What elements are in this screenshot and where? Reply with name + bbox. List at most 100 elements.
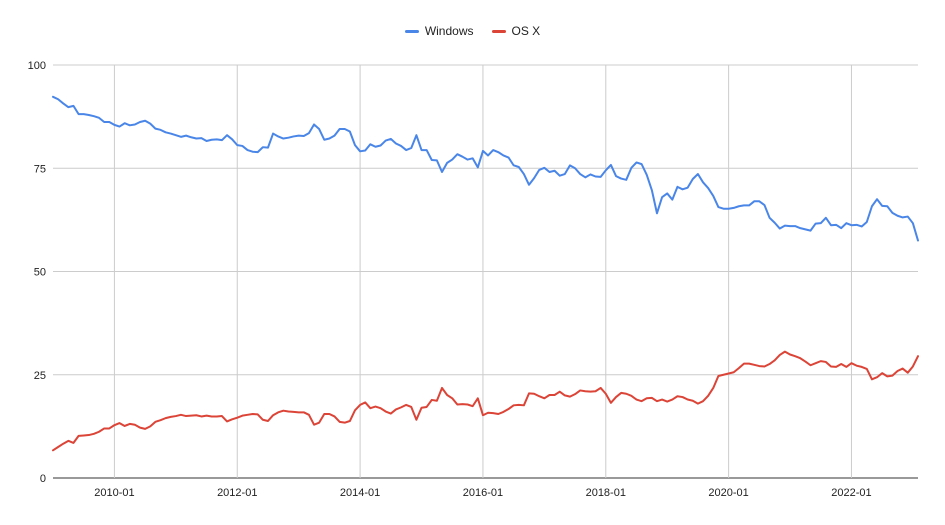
data-point[interactable] <box>481 413 485 417</box>
data-point[interactable] <box>737 204 741 208</box>
data-point[interactable] <box>747 203 751 207</box>
data-point[interactable] <box>491 411 495 415</box>
data-point[interactable] <box>752 199 756 203</box>
data-point[interactable] <box>317 127 321 131</box>
data-point[interactable] <box>435 399 439 403</box>
data-point[interactable] <box>66 439 70 443</box>
data-point[interactable] <box>588 172 592 176</box>
data-point[interactable] <box>501 410 505 414</box>
data-point[interactable] <box>199 136 203 140</box>
data-point[interactable] <box>859 224 863 228</box>
data-point[interactable] <box>665 191 669 195</box>
data-point[interactable] <box>460 154 464 158</box>
data-point[interactable] <box>885 204 889 208</box>
data-point[interactable] <box>71 104 75 108</box>
data-point[interactable] <box>414 133 418 137</box>
data-point[interactable] <box>158 418 162 422</box>
data-point[interactable] <box>476 165 480 169</box>
data-point[interactable] <box>645 396 649 400</box>
data-point[interactable] <box>112 423 116 427</box>
data-point[interactable] <box>343 127 347 131</box>
data-point[interactable] <box>471 404 475 408</box>
data-point[interactable] <box>624 392 628 396</box>
data-point[interactable] <box>819 359 823 363</box>
data-point[interactable] <box>619 391 623 395</box>
data-point[interactable] <box>660 397 664 401</box>
data-point[interactable] <box>680 187 684 191</box>
data-point[interactable] <box>419 148 423 152</box>
data-point[interactable] <box>476 396 480 400</box>
data-point[interactable] <box>291 410 295 414</box>
data-point[interactable] <box>235 143 239 147</box>
data-point[interactable] <box>76 112 80 116</box>
data-point[interactable] <box>609 163 613 167</box>
data-point[interactable] <box>322 412 326 416</box>
data-point[interactable] <box>527 183 531 187</box>
legend-item-windows[interactable]: Windows <box>404 24 474 38</box>
data-point[interactable] <box>312 423 316 427</box>
data-point[interactable] <box>348 129 352 133</box>
data-point[interactable] <box>307 131 311 135</box>
data-point[interactable] <box>573 166 577 170</box>
data-point[interactable] <box>373 145 377 149</box>
data-point[interactable] <box>327 412 331 416</box>
data-point[interactable] <box>793 224 797 228</box>
data-point[interactable] <box>261 145 265 149</box>
data-point[interactable] <box>327 136 331 140</box>
data-point[interactable] <box>158 128 162 132</box>
data-point[interactable] <box>430 158 434 162</box>
data-point[interactable] <box>880 371 884 375</box>
data-point[interactable] <box>286 409 290 413</box>
data-point[interactable] <box>128 422 132 426</box>
data-point[interactable] <box>634 397 638 401</box>
data-point[interactable] <box>61 442 65 446</box>
data-point[interactable] <box>762 364 766 368</box>
data-point[interactable] <box>834 223 838 227</box>
data-point[interactable] <box>496 412 500 416</box>
data-point[interactable] <box>291 134 295 138</box>
data-point[interactable] <box>670 397 674 401</box>
data-point[interactable] <box>424 405 428 409</box>
data-point[interactable] <box>209 414 213 418</box>
data-point[interactable] <box>870 377 874 381</box>
data-point[interactable] <box>82 433 86 437</box>
data-point[interactable] <box>639 399 643 403</box>
data-point[interactable] <box>711 386 715 390</box>
data-point[interactable] <box>895 369 899 373</box>
data-point[interactable] <box>834 365 838 369</box>
data-point[interactable] <box>788 224 792 228</box>
data-point[interactable] <box>911 364 915 368</box>
data-point[interactable] <box>593 174 597 178</box>
data-point[interactable] <box>813 221 817 225</box>
data-point[interactable] <box>870 204 874 208</box>
data-point[interactable] <box>732 370 736 374</box>
data-point[interactable] <box>435 158 439 162</box>
data-point[interactable] <box>916 238 920 242</box>
data-point[interactable] <box>199 414 203 418</box>
data-point[interactable] <box>296 133 300 137</box>
data-point[interactable] <box>389 137 393 141</box>
data-point[interactable] <box>215 137 219 141</box>
data-point[interactable] <box>655 399 659 403</box>
data-point[interactable] <box>491 148 495 152</box>
data-point[interactable] <box>296 410 300 414</box>
data-point[interactable] <box>865 220 869 224</box>
data-point[interactable] <box>153 126 157 130</box>
data-point[interactable] <box>609 401 613 405</box>
data-point[interactable] <box>117 421 121 425</box>
data-point[interactable] <box>542 166 546 170</box>
data-point[interactable] <box>655 211 659 215</box>
data-point[interactable] <box>716 205 720 209</box>
data-point[interactable] <box>522 172 526 176</box>
data-point[interactable] <box>506 155 510 159</box>
data-point[interactable] <box>900 366 904 370</box>
data-point[interactable] <box>76 434 80 438</box>
data-point[interactable] <box>240 413 244 417</box>
data-point[interactable] <box>261 418 265 422</box>
data-point[interactable] <box>230 417 234 421</box>
data-point[interactable] <box>742 203 746 207</box>
data-point[interactable] <box>87 113 91 117</box>
data-point[interactable] <box>117 124 121 128</box>
data-point[interactable] <box>696 401 700 405</box>
data-point[interactable] <box>675 185 679 189</box>
